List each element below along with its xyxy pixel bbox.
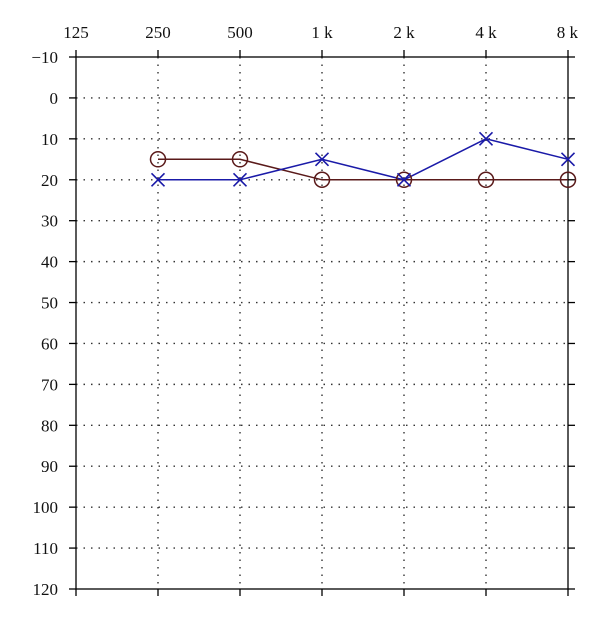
cross-marker: [396, 172, 412, 187]
y-tick-label: 100: [33, 498, 59, 517]
circle-marker: [231, 151, 249, 168]
cross-marker: [150, 172, 166, 187]
plot-frame: [75, 56, 569, 590]
grid-lines: [76, 57, 568, 589]
cross-marker: [232, 172, 248, 187]
y-tick-label: −10: [31, 48, 58, 67]
y-axis-labels: −10 0 10 20 30 40 50 60 70 80 90 100 110 120: [31, 48, 58, 599]
circle-marker: [477, 171, 495, 189]
x-tick-label: 2 k: [393, 23, 415, 42]
y-tick-label: 80: [41, 416, 58, 435]
y-tick-label: 110: [33, 539, 58, 558]
y-tick-label: 0: [50, 89, 59, 108]
y-tick-label: 50: [41, 294, 58, 313]
x-tick-label: 125: [63, 23, 89, 42]
y-tick-label: 120: [33, 580, 59, 599]
x-tick-label: 4 k: [475, 23, 497, 42]
circle-marker: [313, 171, 331, 189]
circle-marker: [395, 171, 413, 189]
x-tick-label: 250: [145, 23, 171, 42]
x-tick-label: 1 k: [311, 23, 333, 42]
y-tick-label: 30: [41, 212, 58, 231]
x-axis-labels: 125 250 500 1 k 2 k 4 k 8 k: [63, 23, 578, 42]
data-series: [149, 131, 577, 189]
circle-marker: [149, 151, 167, 168]
cross-marker: [560, 152, 576, 167]
circle-marker: [559, 171, 577, 189]
cross-marker: [314, 152, 330, 167]
x-tick-label: 8 k: [557, 23, 579, 42]
y-tick-label: 60: [41, 334, 58, 353]
y-tick-label: 10: [41, 130, 58, 149]
y-tick-label: 40: [41, 253, 58, 272]
series-circle-line: [158, 158, 568, 181]
y-tick-label: 20: [41, 171, 58, 190]
cross-marker: [478, 131, 494, 146]
axis-ticks: [69, 50, 575, 596]
x-tick-label: 500: [227, 23, 253, 42]
y-tick-label: 70: [41, 375, 58, 394]
series-cross-line: [158, 138, 569, 181]
y-tick-label: 90: [41, 457, 58, 476]
